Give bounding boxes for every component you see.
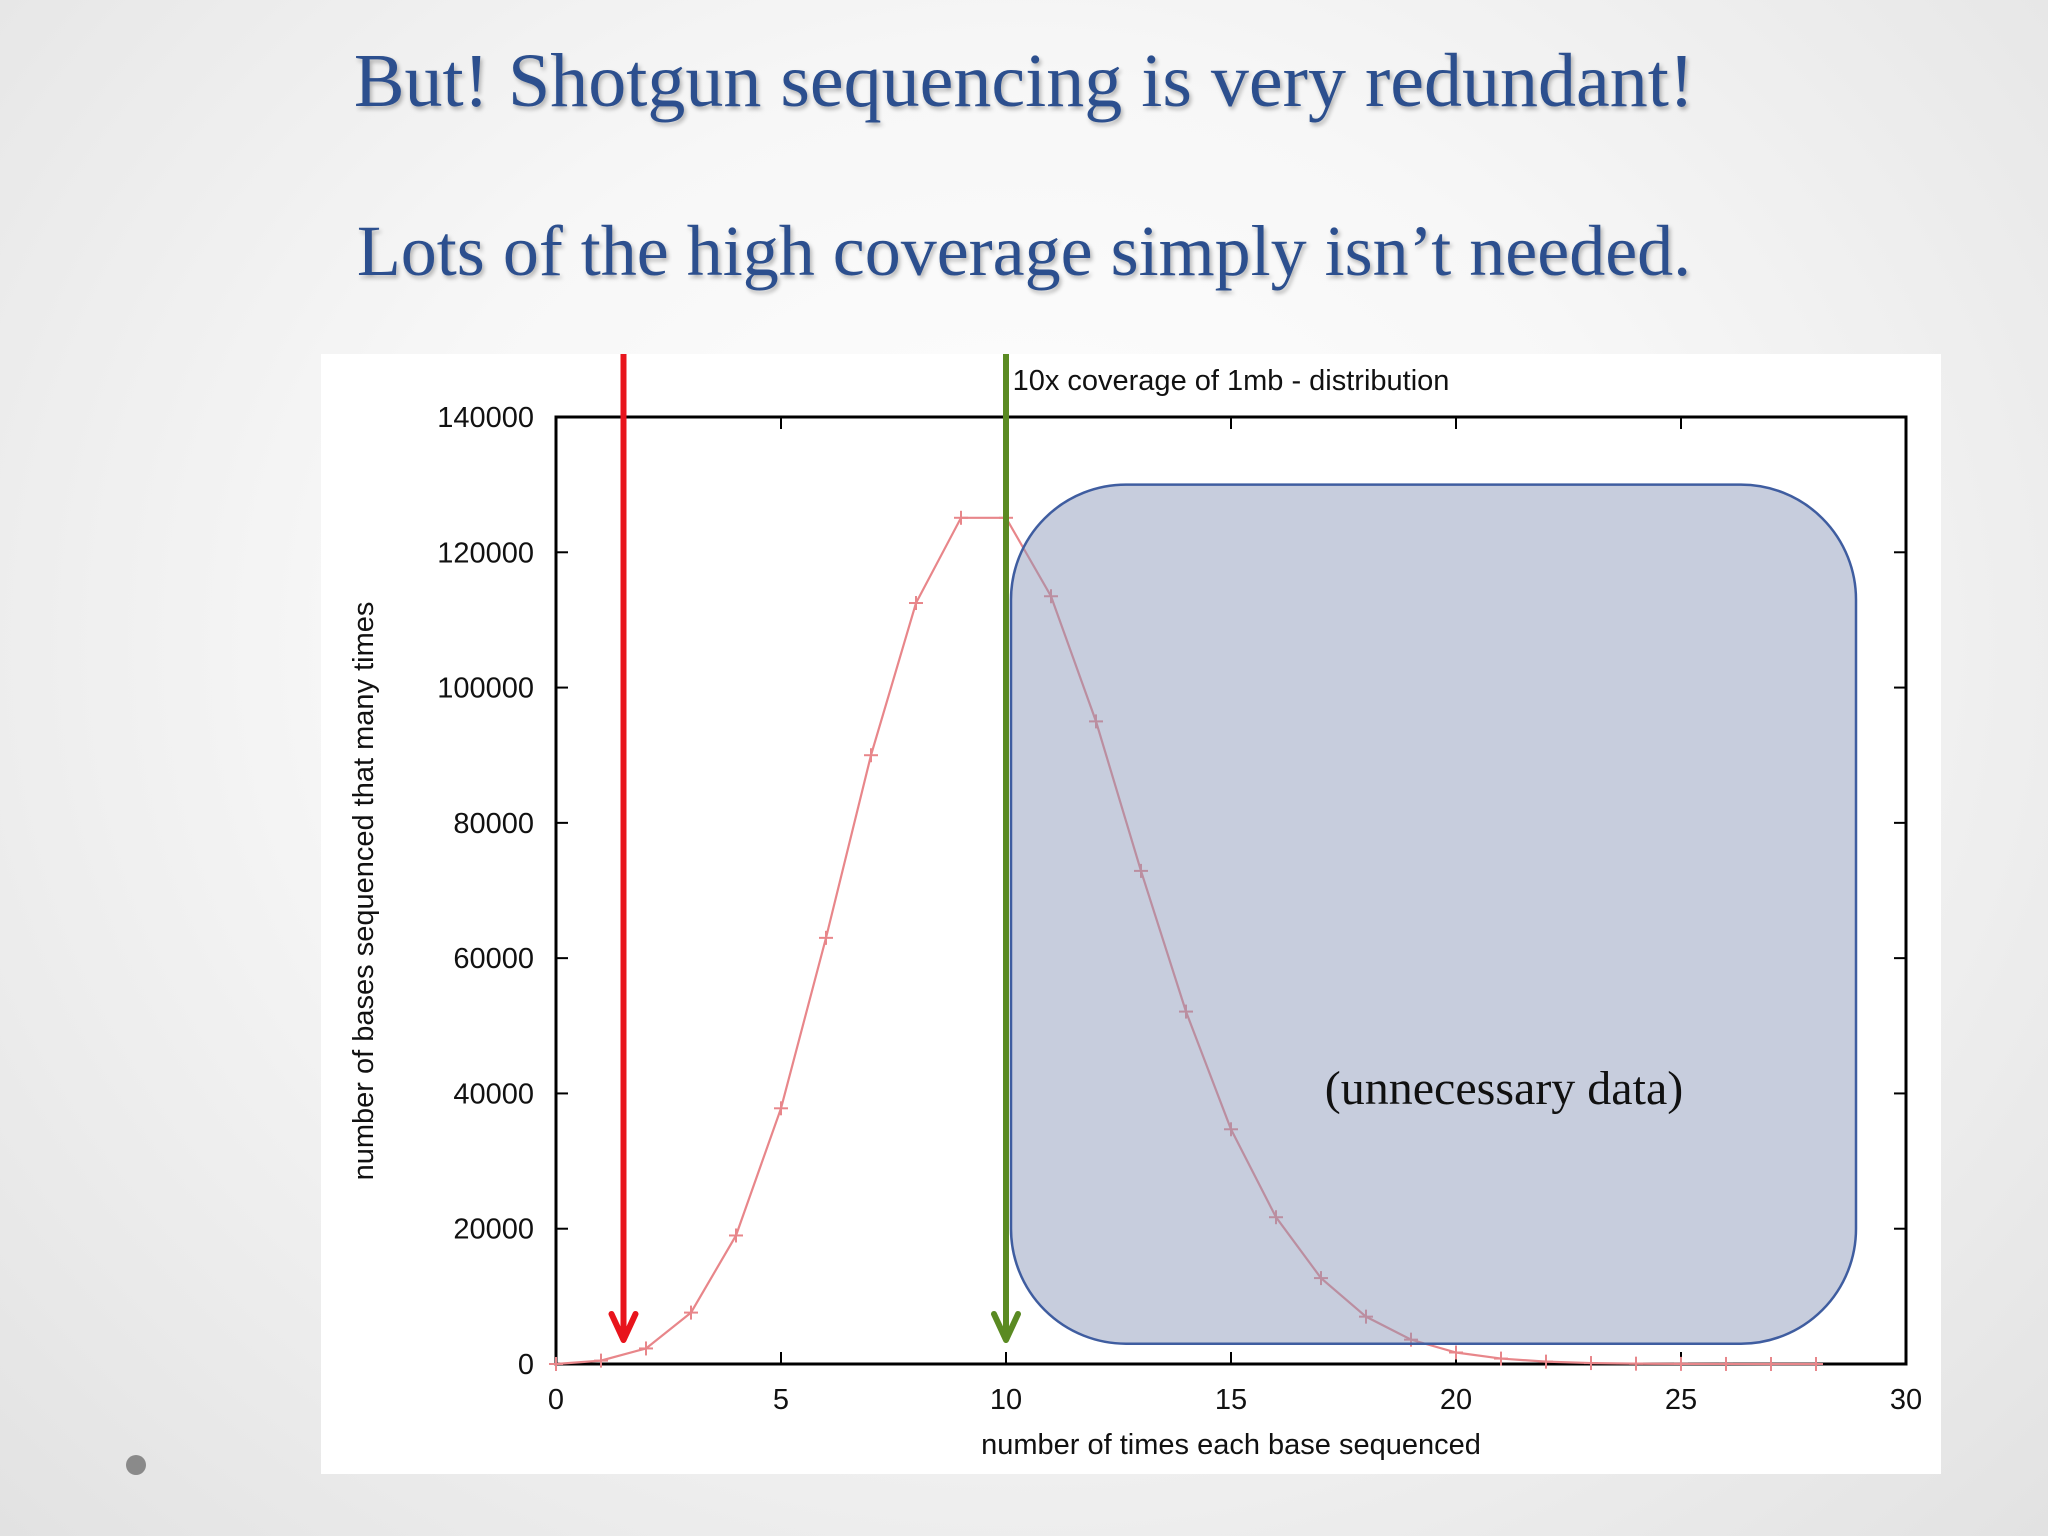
y-tick-label: 140000 — [437, 402, 534, 434]
data-point — [1494, 1351, 1508, 1366]
x-tick-label: 25 — [1665, 1384, 1697, 1416]
y-tick-label: 40000 — [453, 1078, 534, 1110]
x-tick-label: 20 — [1440, 1384, 1472, 1416]
x-tick-label: 15 — [1215, 1384, 1247, 1416]
data-point — [594, 1353, 608, 1368]
x-axis-label: number of times each base sequenced — [981, 1429, 1481, 1461]
y-tick-label: 100000 — [437, 673, 534, 705]
y-tick-label: 60000 — [453, 943, 534, 975]
data-point — [684, 1305, 698, 1320]
red-arrow-head — [608, 1311, 639, 1343]
slide-title: But! Shotgun sequencing is very redundan… — [353, 39, 1695, 123]
y-tick-label: 0 — [518, 1349, 534, 1381]
data-point — [1449, 1345, 1463, 1360]
y-axis-label: number of bases sequenced that many time… — [348, 602, 380, 1181]
x-tick-label: 30 — [1890, 1384, 1922, 1416]
x-tick-label: 0 — [548, 1384, 564, 1416]
data-point — [1224, 1122, 1238, 1137]
data-point — [1359, 1309, 1373, 1324]
data-point — [549, 1357, 563, 1371]
data-point — [639, 1341, 653, 1356]
chart-panel: 0 5 10 15 20 25 30 0 20000 40000 60000 80000 100000 1… — [321, 354, 1941, 1474]
data-point — [1179, 1004, 1193, 1019]
slide-subtitle: Lots of the high coverage simply isn’t n… — [356, 211, 1692, 291]
data-point — [1269, 1210, 1283, 1225]
slide-bullet — [126, 1455, 146, 1475]
data-point — [729, 1228, 743, 1243]
data-point — [819, 930, 833, 945]
data-point — [774, 1101, 788, 1116]
green-arrow-head — [991, 1311, 1021, 1343]
data-point — [1584, 1356, 1598, 1371]
coverage-distribution-chart: 0 5 10 15 20 25 30 0 20000 40000 60000 80000 100000 1… — [348, 354, 1922, 1461]
data-point — [1044, 589, 1058, 604]
data-point — [1764, 1356, 1778, 1371]
axes: 0 5 10 15 20 25 30 0 20000 40000 60000 80000 100000 1… — [437, 402, 1922, 1416]
y-tick-label: 80000 — [453, 808, 534, 840]
y-tick-label: 120000 — [437, 537, 534, 569]
data-point — [1809, 1356, 1823, 1371]
unnecessary-data-box — [1009, 483, 1858, 1345]
data-point — [1314, 1271, 1328, 1286]
y-tick-label: 20000 — [453, 1214, 534, 1246]
chart-title: 10x coverage of 1mb - distribution — [1013, 365, 1450, 397]
x-tick-label: 10 — [990, 1384, 1022, 1416]
data-point — [1674, 1356, 1688, 1371]
data-point — [1539, 1354, 1553, 1369]
data-point — [1134, 863, 1148, 878]
x-tick-label: 5 — [773, 1384, 789, 1416]
data-point — [954, 510, 968, 525]
data-point — [864, 748, 878, 763]
data-point — [1629, 1356, 1643, 1371]
data-point — [1089, 714, 1103, 729]
data-point — [1719, 1356, 1733, 1371]
unnecessary-data-label: (unnecessary data) — [1325, 1062, 1683, 1115]
data-point — [909, 596, 923, 611]
